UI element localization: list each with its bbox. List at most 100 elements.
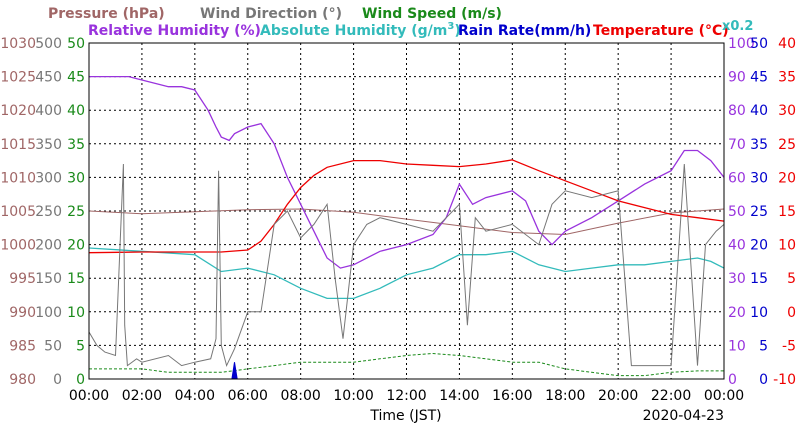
legend-ah-suffix: ) [454,23,460,39]
y-tick-temp: 0 [787,305,796,321]
y-tick-wind-dir: 50 [44,338,62,354]
y-tick-wind-speed: 15 [67,271,85,287]
y-tick-rh: 30 [728,271,746,287]
y-tick-wind-speed: 25 [67,204,85,220]
y-tick-rh: 60 [728,170,746,186]
legend-temperature: Temperature (°C) [593,23,729,39]
y-tick-rain: 5 [759,338,768,354]
series-layer [88,75,725,380]
x-tick: 16:00 [492,388,532,404]
y-tick-rh: 20 [728,305,746,321]
y-tick-pressure: 1020 [0,103,36,119]
date-label: 2020-04-23 [643,408,724,424]
x-tick: 02:00 [122,388,162,404]
y-tick-wind-speed: 10 [67,305,85,321]
y-tick-wind-dir: 250 [35,204,62,220]
y-tick-rh: 90 [728,70,746,86]
x-tick: 04:00 [175,388,215,404]
y-tick-rain: 25 [750,204,768,220]
y-tick-wind-dir: 350 [35,137,62,153]
y-tick-temp: -5 [782,338,796,354]
y-tick-rh: 40 [728,238,746,254]
x-tick: 14:00 [439,388,479,404]
y-tick-rain: 30 [750,170,768,186]
y-tick-rain: 10 [750,305,768,321]
y-tick-wind-dir: 100 [35,305,62,321]
series-ah [88,247,725,300]
y-tick-pressure: 1010 [0,170,36,186]
x-tick: 22:00 [651,388,691,404]
grid [89,43,724,379]
legend-scale-note: x0.2 [722,19,753,34]
y-tick-rain: 0 [759,372,768,388]
series-wind-speed [89,352,724,377]
y-tick-pressure: 995 [9,271,36,287]
y-tick-rain: 50 [750,36,768,52]
y-tick-wind-dir: 0 [53,372,62,388]
y-tick-wind-speed: 50 [67,36,85,52]
y-tick-wind-dir: 150 [35,271,62,287]
series-wind-dir [88,163,725,368]
y-tick-temp: 30 [778,103,796,119]
series-temp [88,159,725,254]
legend-relative-humidity: Relative Humidity (%) [88,23,261,39]
y-tick-pressure: 980 [9,372,36,388]
y-tick-wind-dir: 200 [35,238,62,254]
x-tick: 08:00 [280,388,320,404]
y-tick-pressure: 1005 [0,204,36,220]
y-tick-temp: 5 [787,271,796,287]
y-tick-rain: 20 [750,238,768,254]
x-tick: 20:00 [598,388,638,404]
y-tick-temp: -10 [773,372,796,388]
y-tick-rh: 50 [728,204,746,220]
x-tick: 18:00 [545,388,585,404]
y-tick-rain: 35 [750,137,768,153]
x-tick: 10:00 [333,388,373,404]
y-tick-wind-speed: 5 [76,338,85,354]
x-tick: 12:00 [386,388,426,404]
y-tick-rh: 10 [728,338,746,354]
y-tick-rh: 80 [728,103,746,119]
legend-rain-rate: Rain Rate(mm/h) [458,23,591,39]
y-tick-rh: 70 [728,137,746,153]
y-tick-rh: 100 [728,36,755,52]
x-tick: 06:00 [228,388,268,404]
y-tick-pressure: 1030 [0,36,36,52]
y-tick-temp: 15 [778,204,796,220]
y-tick-pressure: 990 [9,305,36,321]
y-tick-temp: 25 [778,137,796,153]
legend-absolute-humidity: Absolute Humidity (g/m3) [260,21,461,39]
y-tick-rain: 15 [750,271,768,287]
y-tick-pressure: 1025 [0,70,36,86]
legend-wind-direction: Wind Direction (°) [200,6,342,22]
legend-wind-speed: Wind Speed (m/s) [362,6,502,22]
y-tick-wind-speed: 30 [67,170,85,186]
series-rh [89,75,725,269]
y-tick-temp: 20 [778,170,796,186]
y-tick-rh: 0 [728,372,737,388]
y-tick-wind-speed: 0 [76,372,85,388]
series-pressure [88,208,725,236]
y-tick-pressure: 1015 [0,137,36,153]
legend-ah-prefix: Absolute Humidity (g/m [260,23,447,39]
x-tick: 00:00 [69,388,109,404]
y-tick-temp: 40 [778,36,796,52]
x-axis-label: Time (JST) [369,408,441,424]
legend-pressure: Pressure (hPa) [48,6,165,22]
y-tick-wind-speed: 45 [67,70,85,86]
y-tick-wind-dir: 500 [35,36,62,52]
y-tick-rain: 45 [750,70,768,86]
y-tick-wind-speed: 35 [67,137,85,153]
y-tick-wind-dir: 450 [35,70,62,86]
y-tick-wind-dir: 400 [35,103,62,119]
y-tick-temp: 10 [778,238,796,254]
legend-ah-sup: 3 [447,21,454,32]
y-tick-temp: 35 [778,70,796,86]
y-tick-wind-speed: 40 [67,103,85,119]
tick-labels: 1030102510201015101010051000995990985980… [0,36,796,404]
x-tick: 00:00 [704,388,744,404]
plot-frame [88,42,725,380]
y-tick-wind-speed: 20 [67,238,85,254]
